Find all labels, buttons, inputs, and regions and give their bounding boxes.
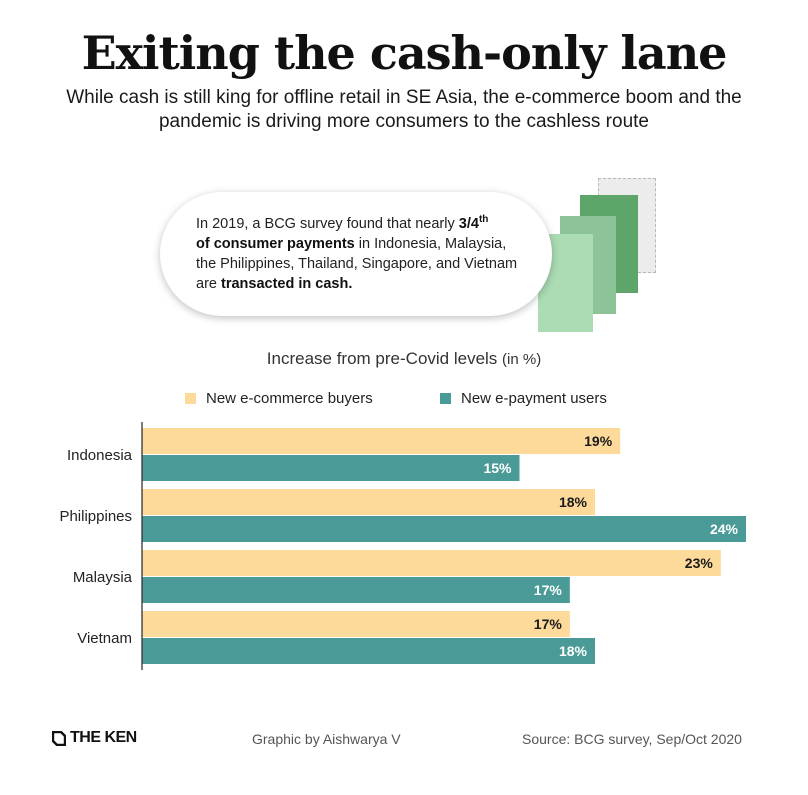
category-label-malaysia: Malaysia: [73, 569, 133, 586]
legend-label-epayment: New e-payment users: [461, 390, 607, 407]
chart-title-text: Increase from pre-Covid levels: [266, 349, 498, 368]
bar-philippines-epayment: [142, 516, 746, 542]
page-subtitle: While cash is still king for offline ret…: [66, 87, 742, 132]
bar-philippines-ecommerce: [142, 489, 595, 515]
logo-text: THE KEN: [70, 729, 137, 746]
callout-text-1: In 2019, a BCG survey found that nearly: [196, 216, 459, 232]
legend-label-ecommerce: New e-commerce buyers: [206, 390, 373, 407]
the-ken-logo: THE KEN: [52, 729, 137, 747]
callout-bold-payments: of consumer payments: [196, 236, 355, 252]
callout-bold-cash: transacted in cash.: [221, 276, 353, 292]
bar-indonesia-epayment: [142, 455, 520, 481]
graphic-credit: Graphic by Aishwarya V: [252, 731, 401, 747]
data-label-philippines-ecommerce: 18%: [559, 494, 588, 510]
chart-title: Increase from pre-Covid levels (in %): [0, 349, 808, 369]
legend-swatch-epayment: [440, 393, 451, 404]
chart-title-unit: (in %): [502, 351, 542, 368]
bar-malaysia-epayment: [142, 577, 570, 603]
callout-text-2: in Indonesia, Malaysia, the Philippines,…: [196, 236, 518, 292]
the-ken-logo-icon: [52, 730, 66, 746]
data-label-vietnam-ecommerce: 17%: [534, 616, 563, 632]
legend-item-ecommerce: New e-commerce buyers: [185, 390, 373, 407]
data-label-malaysia-epayment: 17%: [534, 582, 563, 598]
bar-vietnam-ecommerce: [142, 611, 570, 637]
data-label-philippines-epayment: 24%: [710, 521, 739, 537]
bar-vietnam-epayment: [142, 638, 595, 664]
callout-bold-fraction: 3/4: [458, 216, 479, 232]
callout-bubble: In 2019, a BCG survey found that nearly …: [160, 192, 552, 316]
page-title: Exiting the cash-only lane: [81, 26, 728, 80]
data-label-malaysia-ecommerce: 23%: [685, 555, 714, 571]
category-label-philippines: Philippines: [59, 508, 132, 525]
data-label-indonesia-ecommerce: 19%: [584, 433, 613, 449]
category-label-vietnam: Vietnam: [77, 630, 132, 647]
callout-superscript: th: [478, 214, 489, 226]
legend-item-epayment: New e-payment users: [440, 390, 607, 407]
legend-swatch-ecommerce: [185, 393, 196, 404]
bar-malaysia-ecommerce: [142, 550, 721, 576]
source-note: Source: BCG survey, Sep/Oct 2020: [522, 731, 742, 747]
category-label-indonesia: Indonesia: [67, 447, 133, 464]
data-label-indonesia-epayment: 15%: [483, 460, 512, 476]
data-label-vietnam-epayment: 18%: [559, 643, 588, 659]
bar-indonesia-ecommerce: [142, 428, 621, 454]
